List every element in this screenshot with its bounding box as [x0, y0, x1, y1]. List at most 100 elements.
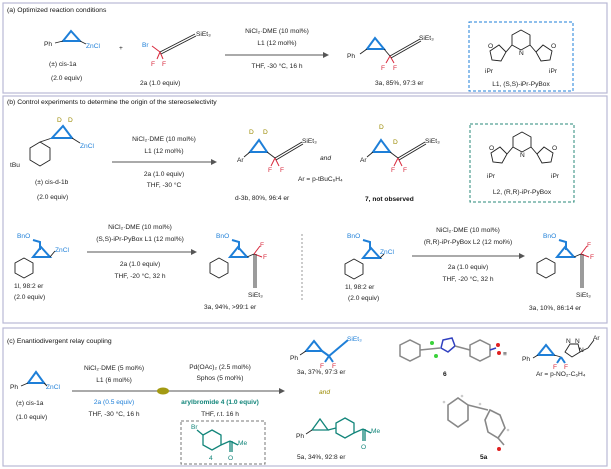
- panel-b: (b) Control experiments to determine the…: [2, 95, 608, 324]
- product-3a-right: BnO F F SiEt₃ 3a, 10%, 86:14 er: [529, 233, 594, 312]
- triazole-structure: Ph N N N Ar F F Ar = p-NO₂-C₆H₄: [522, 335, 600, 378]
- svg-text:(2.0 equiv): (2.0 equiv): [51, 75, 82, 82]
- svg-text:d-3b, 80%, 96:4 er: d-3b, 80%, 96:4 er: [235, 195, 290, 202]
- compound-1l-left: BnO ZnCl 1l, 98:2 er (2.0 equiv): [14, 233, 69, 301]
- svg-text:3a, 94%, >99:1 er: 3a, 94%, >99:1 er: [204, 304, 257, 311]
- svg-text:D: D: [57, 117, 62, 124]
- svg-text:Me: Me: [371, 428, 380, 435]
- relay-dot: [157, 387, 169, 395]
- svg-text:F: F: [381, 65, 385, 72]
- svg-text:and: and: [319, 389, 330, 396]
- product-d-3b: D D Ar SiEt₃ F F d-3b, 80%, 96:4 er: [235, 129, 317, 202]
- svg-text:NiCl₂·DME (10 mol%): NiCl₂·DME (10 mol%): [108, 224, 172, 231]
- svg-text:Ph: Ph: [290, 355, 298, 362]
- svg-text:Ar = p-NO₂-C₆H₄: Ar = p-NO₂-C₆H₄: [536, 371, 586, 378]
- svg-text:ZnCl: ZnCl: [380, 249, 394, 256]
- svg-text:N: N: [519, 50, 524, 57]
- svg-text:O: O: [551, 43, 556, 50]
- svg-text:BnO: BnO: [543, 233, 556, 240]
- svg-text:F: F: [260, 242, 264, 249]
- svg-text:NiCl₂·DME (10 mol%): NiCl₂·DME (10 mol%): [436, 227, 500, 234]
- svg-text:F: F: [590, 254, 594, 261]
- compound-d-1b: D D ZnCl tBu (±) cis-d-1b (2.0 equiv): [10, 117, 94, 201]
- ligand-l2: N O O iPr iPr L2, (R,R)-iPr-PyBox: [469, 123, 575, 203]
- svg-text:ZnCl: ZnCl: [46, 384, 60, 391]
- svg-text:F: F: [391, 167, 395, 174]
- svg-text:iPr: iPr: [551, 173, 560, 180]
- svg-text:L1 (12 mol%): L1 (12 mol%): [144, 148, 183, 155]
- panel-a-title: (a) Optimized reaction conditions: [7, 7, 107, 14]
- svg-text:Ar: Ar: [360, 157, 367, 164]
- product-3a: Ph SiEt₃ F F 3a, 85%, 97:3 er: [347, 35, 434, 87]
- svg-text:THF, -20 °C, 32 h: THF, -20 °C, 32 h: [442, 275, 493, 283]
- product-5a: Ph Me O 5a, 34%, 92:8 er: [296, 417, 380, 461]
- equivalence-sign: ≡: [503, 351, 507, 358]
- svg-text:F: F: [553, 364, 557, 371]
- svg-text:5a: 5a: [480, 454, 488, 461]
- svg-text:THF, -20 °C, 32 h: THF, -20 °C, 32 h: [114, 272, 165, 280]
- svg-text:ZnCl: ZnCl: [55, 247, 69, 254]
- svg-text:Pd(OAc)₂ (2.5 mol%): Pd(OAc)₂ (2.5 mol%): [189, 364, 251, 371]
- compound-1a: Ph ZnCl (±) cis-1a (1.0 equiv): [10, 370, 60, 421]
- svg-text:O: O: [361, 444, 366, 451]
- svg-text:THF, r.t. 16 h: THF, r.t. 16 h: [201, 411, 239, 418]
- svg-text:N: N: [579, 347, 584, 354]
- svg-text:arylbromide 4 (1.0 equiv): arylbromide 4 (1.0 equiv): [181, 399, 259, 406]
- svg-text:F: F: [332, 363, 336, 370]
- svg-text:O: O: [552, 145, 557, 152]
- crystal-structure-5a: 5a: [442, 394, 510, 461]
- svg-text:F: F: [162, 61, 166, 68]
- plus-sign: +: [119, 45, 123, 52]
- svg-text:iPr: iPr: [549, 68, 558, 75]
- svg-text:SiEt₃: SiEt₃: [196, 31, 211, 38]
- svg-text:(1.0 equiv): (1.0 equiv): [16, 414, 47, 421]
- svg-text:iPr: iPr: [487, 173, 496, 180]
- svg-text:(2.0 equiv): (2.0 equiv): [37, 194, 68, 201]
- svg-text:N: N: [520, 152, 525, 159]
- ligand-l1: N O O iPr iPr L1, (S,S)-iPr-PyBox: [468, 21, 574, 92]
- svg-text:L1, (S,S)-iPr-PyBox: L1, (S,S)-iPr-PyBox: [492, 81, 550, 88]
- svg-text:Ph: Ph: [44, 41, 52, 48]
- svg-text:N: N: [575, 338, 580, 345]
- svg-text:Me: Me: [238, 440, 247, 447]
- svg-text:NiCl₂·DME (5 mol%): NiCl₂·DME (5 mol%): [84, 365, 144, 372]
- arylbromide-4: Br Me O 4: [180, 420, 266, 465]
- svg-text:F: F: [393, 65, 397, 72]
- svg-text:7, not observed: 7, not observed: [365, 196, 414, 203]
- svg-text:NiCl₂·DME (10 mol%): NiCl₂·DME (10 mol%): [245, 28, 309, 35]
- svg-text:D: D: [249, 129, 254, 136]
- svg-text:4: 4: [209, 455, 213, 462]
- svg-text:Ar: Ar: [593, 335, 600, 342]
- svg-text:Ar: Ar: [237, 157, 244, 164]
- svg-text:SiEt₃: SiEt₃: [419, 35, 434, 42]
- svg-text:iPr: iPr: [485, 68, 494, 75]
- svg-text:2a (1.0 equiv): 2a (1.0 equiv): [120, 261, 160, 268]
- svg-text:F: F: [151, 61, 155, 68]
- svg-text:(2.0 equiv): (2.0 equiv): [348, 295, 379, 302]
- product-3a-left: BnO F F SiEt₃ 3a, 94%, >99:1 er: [204, 233, 267, 311]
- svg-text:D: D: [263, 129, 268, 136]
- svg-text:tBu: tBu: [10, 162, 20, 169]
- svg-text:6: 6: [443, 371, 447, 378]
- svg-text:SiEt₃: SiEt₃: [248, 292, 263, 299]
- panel-b-title: (b) Control experiments to determine the…: [7, 99, 217, 106]
- svg-text:3a, 37%, 97:3 er: 3a, 37%, 97:3 er: [297, 369, 346, 376]
- svg-text:1l, 98:2 er: 1l, 98:2 er: [345, 284, 375, 291]
- svg-text:BnO: BnO: [216, 233, 229, 240]
- svg-text:N: N: [566, 338, 571, 345]
- svg-text:2a (0.5 equiv): 2a (0.5 equiv): [94, 399, 134, 406]
- svg-text:L2, (R,R)-iPr-PyBox: L2, (R,R)-iPr-PyBox: [493, 189, 552, 196]
- svg-text:THF, -30 °C, 16 h: THF, -30 °C, 16 h: [88, 410, 139, 418]
- svg-text:BnO: BnO: [347, 233, 360, 240]
- svg-text:and: and: [320, 155, 331, 162]
- svg-text:F: F: [403, 167, 407, 174]
- panel-c-title: (c) Enantiodivergent relay coupling: [7, 338, 112, 345]
- svg-text:ZnCl: ZnCl: [86, 43, 100, 50]
- svg-text:Br: Br: [142, 42, 149, 49]
- svg-text:Ph: Ph: [296, 433, 304, 440]
- svg-text:2a (1.0 equiv): 2a (1.0 equiv): [448, 264, 488, 271]
- svg-text:(R,R)-iPr-PyBox L2 (12 mol%): (R,R)-iPr-PyBox L2 (12 mol%): [424, 239, 512, 246]
- svg-text:(±) cis-1a: (±) cis-1a: [49, 61, 77, 68]
- svg-text:THF, -30 °C, 16 h: THF, -30 °C, 16 h: [251, 62, 302, 70]
